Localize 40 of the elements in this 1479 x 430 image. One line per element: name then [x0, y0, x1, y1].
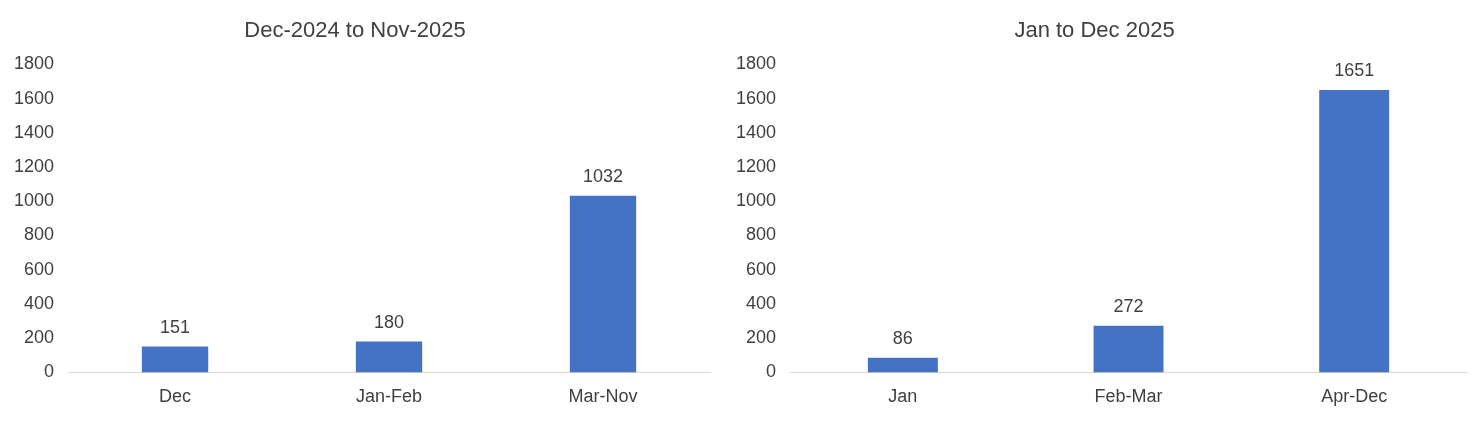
data-label: 1651 [1334, 59, 1375, 80]
y-tick-label: 600 [746, 258, 777, 279]
y-tick-label: 1400 [736, 121, 777, 142]
x-tick-label: Mar-Nov [568, 386, 638, 407]
y-tick-label: 800 [24, 224, 55, 245]
bar [867, 357, 938, 373]
chart-title: Dec-2024 to Nov-2025 [244, 17, 466, 43]
chart-title: Jan to Dec 2025 [1014, 17, 1175, 43]
data-label: 272 [1113, 295, 1144, 316]
x-tick-label: Jan-Feb [356, 386, 423, 407]
y-tick-label: 1200 [736, 156, 777, 177]
x-tick-label: Dec [159, 386, 192, 407]
y-tick-label: 400 [24, 292, 55, 313]
bar [1319, 89, 1390, 373]
x-tick-label: Jan [888, 386, 918, 407]
y-tick-label: 800 [746, 224, 777, 245]
x-tick-label: Feb-Mar [1094, 386, 1163, 407]
y-tick-label: 1600 [736, 87, 777, 108]
y-tick-label: 1600 [14, 87, 55, 108]
y-tick-label: 600 [24, 258, 55, 279]
data-label: 86 [892, 327, 913, 348]
y-tick-label: 200 [746, 327, 777, 348]
y-tick-label: 1800 [736, 53, 777, 74]
y-tick-label: 200 [24, 327, 55, 348]
y-tick-label: 0 [44, 361, 55, 382]
data-label: 1032 [582, 165, 624, 186]
y-tick-label: 1800 [14, 53, 55, 74]
y-tick-label: 0 [766, 361, 777, 382]
y-tick-label: 1200 [14, 156, 55, 177]
bar [355, 341, 423, 373]
y-tick-label: 1400 [14, 121, 55, 142]
bar [141, 346, 209, 373]
bar [1093, 325, 1164, 373]
y-tick-label: 400 [746, 292, 777, 313]
data-label: 151 [160, 316, 191, 337]
bar [569, 195, 637, 373]
x-tick-label: Apr-Dec [1321, 386, 1388, 407]
y-tick-label: 1000 [14, 190, 55, 211]
y-tick-label: 1000 [736, 190, 777, 211]
data-label: 180 [374, 311, 405, 332]
